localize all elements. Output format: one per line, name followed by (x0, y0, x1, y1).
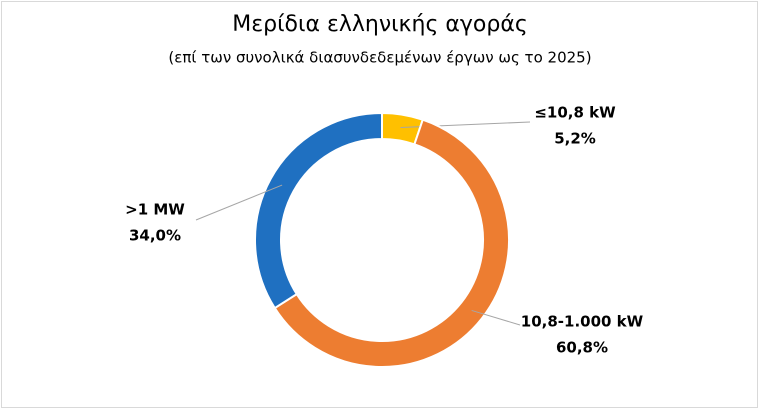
chart-frame (1, 1, 758, 408)
category-label: >1 MW (125, 201, 185, 219)
chart-subtitle: (επί των συνολικά διασυνδεδεμένων έργων … (168, 49, 591, 67)
leader-line (195, 184, 283, 221)
donut-segment (254, 111, 383, 310)
value-label: 34,0% (129, 227, 181, 245)
donut-segment (273, 118, 510, 368)
category-label: ≤10,8 kW (534, 104, 616, 122)
chart-title: Μερίδια ελληνικής αγοράς (232, 12, 527, 37)
value-label: 60,8% (556, 339, 608, 357)
category-label: 10,8-1.000 kW (521, 313, 644, 331)
leader-line (471, 309, 521, 326)
value-label: 5,2% (554, 130, 596, 148)
